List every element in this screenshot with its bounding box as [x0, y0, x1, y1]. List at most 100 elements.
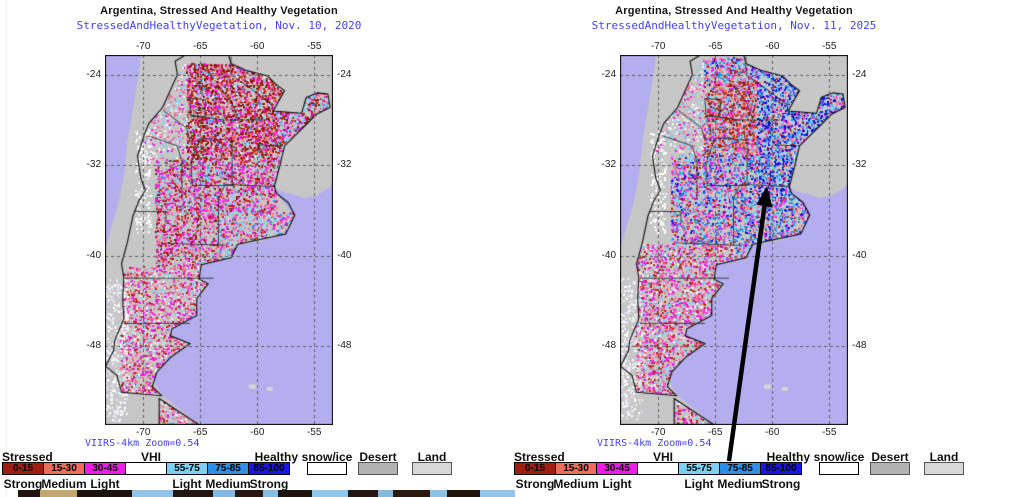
- lon-tick-label: -65: [707, 41, 723, 52]
- legend-class-box: 30-45: [84, 462, 126, 475]
- legend-class-box: 15-30: [555, 462, 597, 475]
- map-subtitle-2020: StressedAndHealthyVegetation, Nov. 10, 2…: [76, 19, 362, 32]
- legend-extra-swatch: [870, 462, 910, 475]
- strip-segment: [263, 490, 278, 497]
- strip-segment: [77, 490, 132, 497]
- legend-class-box: 75-85: [207, 462, 249, 475]
- lon-tick-label: -65: [192, 427, 208, 438]
- legend-class-box: [637, 462, 679, 475]
- legend-extra-swatch: [358, 462, 398, 475]
- legend-class-box: 75-85: [719, 462, 761, 475]
- legend-strength-label: Light: [172, 477, 202, 491]
- legend-strength-label: Light: [684, 477, 714, 491]
- legend-class-box: 85-100: [760, 462, 802, 475]
- legend-vhi-header: VHI: [140, 450, 161, 464]
- map-footer-2025: VIIRS-4km Zoom=0.54: [597, 438, 712, 449]
- legend-stressed-header: Stressed: [514, 450, 565, 464]
- lat-tick-label: -40: [601, 249, 616, 261]
- legend-extra-label: Desert: [359, 450, 397, 464]
- map-title-2025: Argentina, Stressed And Healthy Vegetati…: [615, 5, 853, 17]
- legend-extra-swatch: [924, 462, 964, 475]
- lat-tick-label: -32: [86, 159, 101, 171]
- legend-extra-swatch: [307, 462, 347, 475]
- strip-segment: [132, 490, 173, 497]
- lon-tick-label: -60: [764, 427, 780, 438]
- lat-tick-label: -48: [337, 339, 352, 351]
- lon-tick-label: -70: [650, 41, 666, 52]
- lon-tick-label: -65: [707, 427, 723, 438]
- lat-tick-label: -24: [86, 68, 101, 80]
- legend-class-box: 30-45: [596, 462, 638, 475]
- lon-tick-label: -55: [821, 41, 837, 52]
- legend-strength-label: Light: [90, 477, 120, 491]
- legend-vhi-header: VHI: [652, 450, 673, 464]
- vhi-legend-2020: Stressed VHI Healthy 0-15 Strong 15-30 Medium 3…: [2, 450, 460, 491]
- legend-extra-label: snow/ice: [813, 450, 865, 464]
- legend-strength-label: Medium: [205, 477, 251, 491]
- strip-segment: [447, 490, 480, 497]
- strip-segment: [430, 490, 447, 497]
- map-subtitle-2025: StressedAndHealthyVegetation, Nov. 11, 2…: [591, 19, 877, 32]
- vhi-map-2020-canvas: [105, 55, 333, 425]
- lat-tick-label: -32: [852, 159, 867, 171]
- lat-tick-label: -32: [337, 159, 352, 171]
- lat-tick-label: -24: [337, 68, 352, 80]
- map-title-2020: Argentina, Stressed And Healthy Vegetati…: [100, 5, 338, 17]
- strip-segment: [40, 490, 77, 497]
- legend-class-box: 55-75: [678, 462, 720, 475]
- lon-tick-label: -60: [764, 41, 780, 52]
- lon-tick-label: -70: [135, 41, 151, 52]
- lat-tick-label: -40: [337, 249, 352, 261]
- vhi-legend-2025: Stressed VHI Healthy 0-15 Strong 15-30 Medium 3…: [514, 450, 972, 491]
- legend-class-box: 15-30: [43, 462, 85, 475]
- strip-segment: [18, 490, 40, 497]
- lon-tick-label: -55: [306, 427, 322, 438]
- strip-segment: [235, 490, 263, 497]
- legend-stressed-header: Stressed: [2, 450, 53, 464]
- legend-healthy-header: Healthy: [766, 450, 810, 464]
- lon-tick-label: -60: [249, 41, 265, 52]
- legend-strength-label: Strong: [761, 477, 801, 491]
- strip-segment: [480, 490, 515, 497]
- lon-tick-label: -60: [249, 427, 265, 438]
- legend-class-box: 0-15: [514, 462, 556, 475]
- lon-tick-label: -70: [135, 427, 151, 438]
- legend-healthy-header: Healthy: [254, 450, 298, 464]
- lon-tick-label: -55: [821, 427, 837, 438]
- lat-tick-label: -24: [601, 68, 616, 80]
- legend-extra-swatch: [412, 462, 452, 475]
- vhi-map-2025-canvas: [620, 55, 848, 425]
- legend-extra-label: Land: [929, 450, 959, 464]
- strip-segment: [213, 490, 235, 497]
- lon-tick-label: -65: [192, 41, 208, 52]
- legend-strength-label: Medium: [41, 477, 87, 491]
- legend-strength-label: Light: [602, 477, 632, 491]
- lat-tick-label: -24: [852, 68, 867, 80]
- legend-extra-label: Land: [417, 450, 447, 464]
- legend-class-box: 0-15: [2, 462, 44, 475]
- lon-tick-label: -70: [650, 427, 666, 438]
- legend-strength-label: Strong: [3, 477, 43, 491]
- strip-segment: [393, 490, 430, 497]
- legend-extra-label: Desert: [871, 450, 909, 464]
- legend-class-box: [125, 462, 167, 475]
- lat-tick-label: -40: [852, 249, 867, 261]
- strip-segment: [312, 490, 348, 497]
- legend-extra-swatch: [819, 462, 859, 475]
- strip-segment: [173, 490, 213, 497]
- legend-strength-label: Strong: [249, 477, 289, 491]
- lat-tick-label: -32: [601, 159, 616, 171]
- legend-class-box: 55-75: [166, 462, 208, 475]
- bottom-window-strip: [0, 490, 1024, 497]
- legend-strength-label: Medium: [553, 477, 599, 491]
- lat-tick-label: -48: [601, 339, 616, 351]
- strip-segment: [278, 490, 312, 497]
- strip-segment: [378, 490, 393, 497]
- legend-extra-label: snow/ice: [301, 450, 353, 464]
- lat-tick-label: -48: [86, 339, 101, 351]
- legend-strength-label: Strong: [515, 477, 555, 491]
- lat-tick-label: -40: [86, 249, 101, 261]
- lat-tick-label: -48: [852, 339, 867, 351]
- legend-strength-label: Medium: [717, 477, 763, 491]
